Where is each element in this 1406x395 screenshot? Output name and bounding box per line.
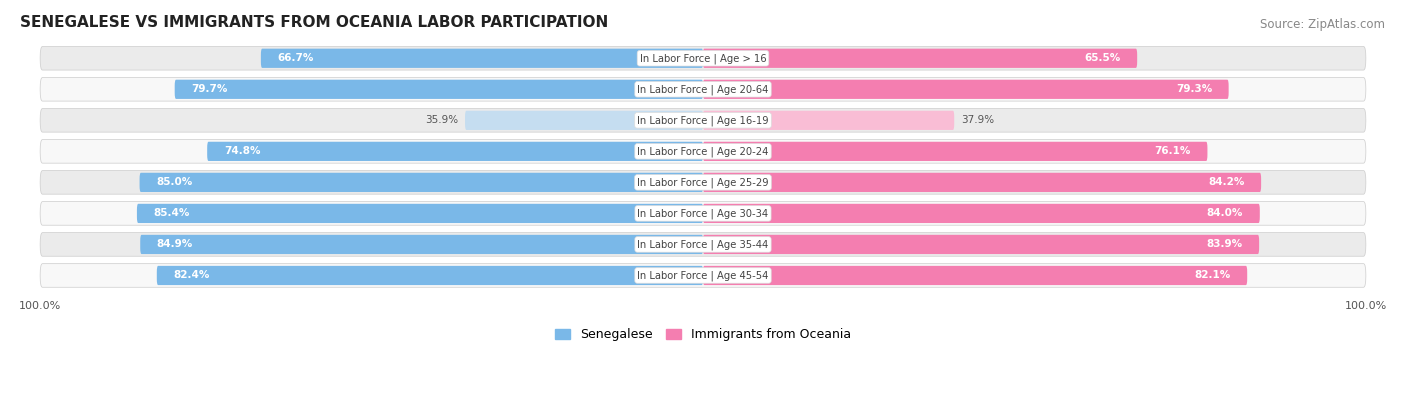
FancyBboxPatch shape <box>157 266 703 285</box>
FancyBboxPatch shape <box>41 77 1365 101</box>
FancyBboxPatch shape <box>703 235 1260 254</box>
FancyBboxPatch shape <box>174 80 703 99</box>
Text: In Labor Force | Age 25-29: In Labor Force | Age 25-29 <box>637 177 769 188</box>
Text: 74.8%: 74.8% <box>224 147 260 156</box>
FancyBboxPatch shape <box>703 204 1260 223</box>
FancyBboxPatch shape <box>703 80 1229 99</box>
Text: 82.1%: 82.1% <box>1194 271 1230 280</box>
Text: In Labor Force | Age 16-19: In Labor Force | Age 16-19 <box>637 115 769 126</box>
FancyBboxPatch shape <box>41 47 1365 70</box>
FancyBboxPatch shape <box>41 109 1365 132</box>
FancyBboxPatch shape <box>41 139 1365 163</box>
FancyBboxPatch shape <box>41 233 1365 256</box>
Text: In Labor Force | Age 20-64: In Labor Force | Age 20-64 <box>637 84 769 94</box>
Text: 84.9%: 84.9% <box>157 239 193 249</box>
Text: 66.7%: 66.7% <box>277 53 314 63</box>
Text: 65.5%: 65.5% <box>1084 53 1121 63</box>
Text: 79.7%: 79.7% <box>191 84 228 94</box>
Text: SENEGALESE VS IMMIGRANTS FROM OCEANIA LABOR PARTICIPATION: SENEGALESE VS IMMIGRANTS FROM OCEANIA LA… <box>20 15 609 30</box>
Text: In Labor Force | Age 35-44: In Labor Force | Age 35-44 <box>637 239 769 250</box>
Text: 84.2%: 84.2% <box>1208 177 1244 187</box>
FancyBboxPatch shape <box>141 235 703 254</box>
FancyBboxPatch shape <box>136 204 703 223</box>
FancyBboxPatch shape <box>465 111 703 130</box>
FancyBboxPatch shape <box>703 266 1247 285</box>
Text: In Labor Force | Age 30-34: In Labor Force | Age 30-34 <box>637 208 769 219</box>
Text: 35.9%: 35.9% <box>425 115 458 125</box>
Text: Source: ZipAtlas.com: Source: ZipAtlas.com <box>1260 18 1385 31</box>
FancyBboxPatch shape <box>703 111 955 130</box>
Text: In Labor Force | Age 45-54: In Labor Force | Age 45-54 <box>637 270 769 281</box>
FancyBboxPatch shape <box>262 49 703 68</box>
Text: 83.9%: 83.9% <box>1206 239 1243 249</box>
Text: 85.0%: 85.0% <box>156 177 193 187</box>
FancyBboxPatch shape <box>41 264 1365 287</box>
Legend: Senegalese, Immigrants from Oceania: Senegalese, Immigrants from Oceania <box>550 323 856 346</box>
Text: In Labor Force | Age 20-24: In Labor Force | Age 20-24 <box>637 146 769 156</box>
FancyBboxPatch shape <box>207 142 703 161</box>
Text: 37.9%: 37.9% <box>960 115 994 125</box>
Text: 79.3%: 79.3% <box>1175 84 1212 94</box>
FancyBboxPatch shape <box>703 49 1137 68</box>
FancyBboxPatch shape <box>703 142 1208 161</box>
FancyBboxPatch shape <box>41 171 1365 194</box>
FancyBboxPatch shape <box>41 201 1365 225</box>
Text: 85.4%: 85.4% <box>153 209 190 218</box>
FancyBboxPatch shape <box>139 173 703 192</box>
Text: 84.0%: 84.0% <box>1206 209 1243 218</box>
FancyBboxPatch shape <box>703 173 1261 192</box>
Text: 76.1%: 76.1% <box>1154 147 1191 156</box>
Text: 82.4%: 82.4% <box>173 271 209 280</box>
Text: In Labor Force | Age > 16: In Labor Force | Age > 16 <box>640 53 766 64</box>
